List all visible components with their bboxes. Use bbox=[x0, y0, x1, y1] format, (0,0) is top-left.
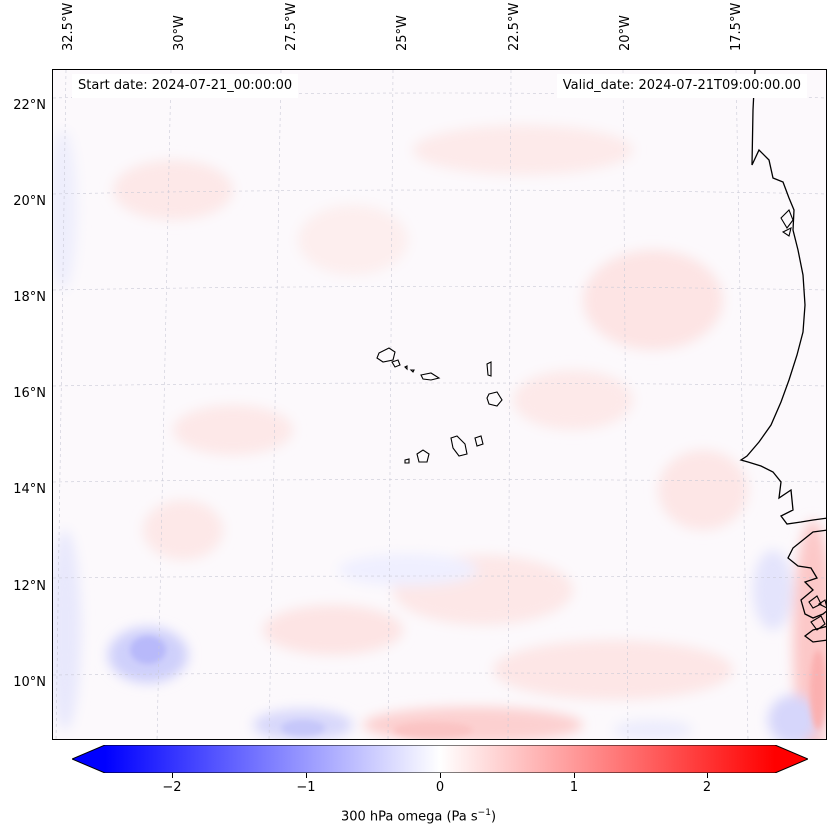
lon-label-27.5w: 27.5°W bbox=[284, 2, 299, 51]
lat-label-18n: 18°N bbox=[13, 290, 46, 305]
colorbar-label: 300 hPa omega (Pa s−1) bbox=[340, 808, 497, 825]
lat-label-16n: 16°N bbox=[13, 386, 46, 401]
cb-tick-0: 0 bbox=[435, 780, 445, 795]
cb-tickmark-2 bbox=[707, 773, 708, 778]
colorbar-gradient bbox=[105, 745, 775, 773]
lat-label-10n: 10°N bbox=[13, 675, 46, 690]
lat-label-14n: 14°N bbox=[13, 482, 46, 497]
omega-strong-patches bbox=[130, 636, 826, 738]
cb-tick-1: 1 bbox=[569, 780, 579, 795]
cb-tick-neg1: −1 bbox=[296, 780, 316, 795]
cb-tickmark-neg1 bbox=[306, 773, 307, 778]
lon-label-20w: 20°W bbox=[618, 15, 633, 51]
cb-tickmark-1 bbox=[574, 773, 575, 778]
lon-label-22.5w: 22.5°W bbox=[507, 2, 522, 51]
lat-label-20n: 20°N bbox=[13, 194, 46, 209]
map-panel bbox=[52, 69, 827, 740]
valid-date-label: Valid_date: 2024-07-21T09:00:00.00 bbox=[556, 74, 807, 98]
start-date-label: Start date: 2024-07-21_00:00:00 bbox=[72, 74, 299, 98]
lon-label-30w: 30°W bbox=[172, 15, 187, 51]
cb-tickmark-neg2 bbox=[172, 773, 173, 778]
lon-label-32.5w: 32.5°W bbox=[61, 2, 76, 51]
cape-verde-islands bbox=[376, 347, 503, 464]
cb-tick-neg2: −2 bbox=[162, 780, 182, 795]
colorbar bbox=[70, 744, 810, 774]
colorbar-extend-low bbox=[72, 745, 105, 773]
coastal-islands bbox=[780, 209, 826, 631]
lon-label-17.5w: 17.5°W bbox=[729, 2, 744, 51]
lat-label-12n: 12°N bbox=[13, 579, 46, 594]
cb-tick-2: 2 bbox=[702, 780, 712, 795]
lat-label-22n: 22°N bbox=[13, 98, 46, 113]
omega-field-map bbox=[53, 70, 826, 739]
cb-tickmark-0 bbox=[440, 773, 441, 778]
lon-label-25w: 25°W bbox=[395, 15, 410, 51]
colorbar-extend-high bbox=[775, 745, 808, 773]
